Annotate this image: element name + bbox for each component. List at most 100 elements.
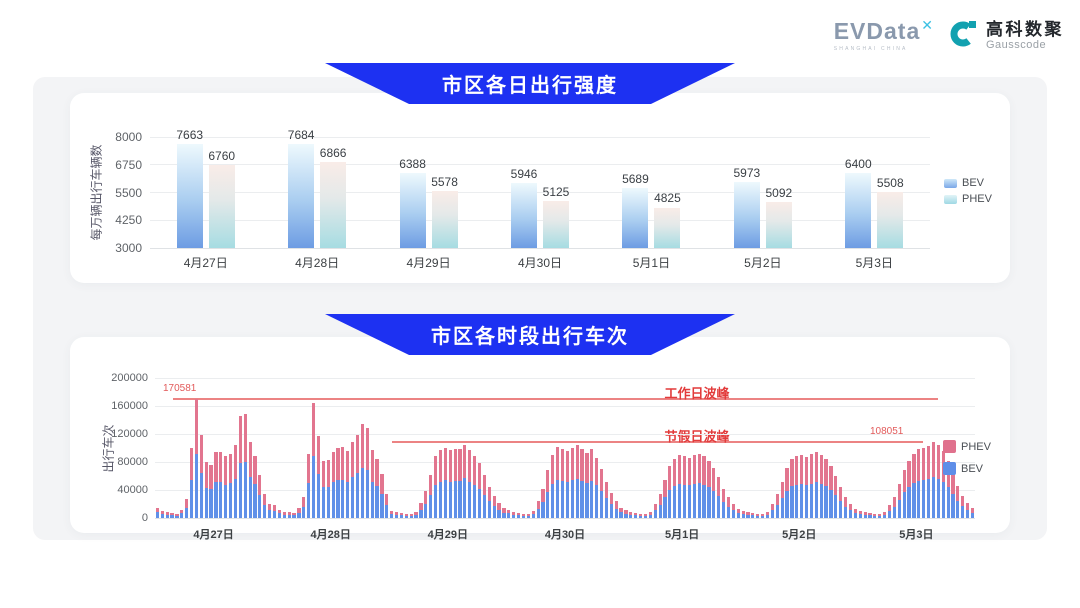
- y-tick-label: 120000: [111, 428, 148, 440]
- stacked-bar-phev: [424, 491, 428, 504]
- gausscode-en-text: Gausscode: [986, 38, 1047, 51]
- stacked-bar-bev: [800, 484, 804, 518]
- stacked-bar-phev: [878, 513, 882, 516]
- phev-legend-label: PHEV: [961, 440, 991, 453]
- stacked-bar-bev: [243, 462, 247, 518]
- stacked-bar-bev: [272, 511, 277, 518]
- hourly-trips-title: 市区各时段出行车次: [431, 326, 629, 348]
- stacked-bar-bev: [829, 490, 833, 518]
- stacked-bar-bev: [926, 479, 931, 518]
- stacked-bar-phev: [502, 508, 506, 513]
- stacked-bar-phev: [648, 511, 652, 515]
- stacked-bar-bev: [365, 469, 369, 518]
- stacked-bar-phev: [926, 445, 931, 480]
- stacked-bar-bev: [502, 512, 506, 518]
- stacked-bar-bev: [229, 483, 233, 518]
- stacked-bar-bev: [292, 515, 296, 518]
- stacked-bar-bev: [409, 515, 413, 518]
- stacked-bar-bev: [233, 478, 238, 518]
- stacked-bar-bev: [951, 493, 955, 518]
- stacked-bar-phev: [448, 450, 452, 482]
- workday-peak-value: 170581: [163, 382, 197, 394]
- stacked-bar-bev: [697, 483, 701, 518]
- legend-item-bev[interactable]: BEV: [944, 177, 992, 189]
- phev-swatch-icon: [943, 440, 956, 453]
- stacked-bar-phev: [848, 504, 853, 511]
- stacked-bar-phev: [824, 459, 828, 487]
- stacked-bar-phev: [165, 512, 169, 515]
- bar-phev: [877, 192, 904, 248]
- stacked-bar-bev: [585, 483, 589, 518]
- stacked-bar-bev: [634, 515, 638, 518]
- stacked-bar-phev: [966, 502, 970, 510]
- x-axis-label: 5月2日: [782, 529, 817, 541]
- bev-legend-label: BEV: [962, 177, 985, 189]
- stacked-bar-bev: [263, 504, 267, 518]
- legend-item-phev[interactable]: PHEV: [943, 440, 991, 453]
- stacked-bar-bev: [668, 489, 672, 518]
- stacked-bar-phev: [160, 511, 164, 515]
- stacked-bar-phev: [717, 477, 721, 496]
- workday-peak-text: 工作日波峰: [664, 385, 730, 401]
- stacked-bar-bev: [629, 515, 633, 518]
- stacked-bar-phev: [419, 502, 423, 510]
- stacked-bar-phev: [614, 501, 618, 509]
- stacked-bar-bev: [277, 513, 281, 518]
- stacked-bar-bev: [458, 480, 462, 518]
- stacked-bar-phev: [721, 488, 726, 503]
- stacked-bar-phev: [936, 445, 940, 479]
- bottom-chart-y-ticks: 0 40000 80000 120000 160000 200000: [100, 372, 148, 524]
- gridline: [155, 461, 975, 463]
- gridline: [155, 405, 975, 407]
- stacked-bar-phev: [858, 511, 862, 515]
- gridline: [155, 433, 975, 435]
- stacked-bar-phev: [590, 448, 594, 481]
- stacked-bar-bev: [282, 514, 286, 518]
- stacked-bar-phev: [516, 513, 521, 516]
- stacked-bar-bev: [687, 485, 691, 518]
- bottom-chart-legend: PHEV BEV: [943, 440, 991, 484]
- stacked-bar-bev: [653, 510, 657, 518]
- stacked-bar-phev: [238, 415, 242, 463]
- legend-item-bev[interactable]: BEV: [943, 462, 991, 475]
- gausscode-logo: 高科数聚 Gausscode: [949, 18, 1064, 53]
- stacked-bar-phev: [575, 445, 579, 479]
- stacked-bar-bev: [385, 504, 389, 518]
- stacked-bar-bev: [663, 497, 667, 518]
- bar-phev: [208, 164, 235, 248]
- stacked-bar-bev: [595, 485, 599, 518]
- bar-value-label: 7684: [287, 128, 315, 143]
- gridline: [155, 517, 975, 519]
- evdata-logo-subtext: SHANGHAI CHINA: [833, 45, 908, 52]
- stacked-bar-phev: [326, 459, 330, 487]
- top-chart-plot-area: 7663 6760 7684 6866 6388 5578 5946 5125 5689 4825…: [150, 128, 930, 249]
- bar-bev: [733, 182, 760, 248]
- legend-item-phev[interactable]: PHEV: [944, 193, 992, 205]
- holiday-peak-line: [392, 441, 923, 444]
- stacked-bar-bev: [224, 484, 228, 518]
- stacked-bar-bev: [912, 483, 916, 518]
- bar-value-label: 5092: [765, 185, 793, 200]
- stacked-bar-phev: [624, 510, 628, 514]
- stacked-bar-phev: [692, 455, 696, 485]
- stacked-bar-phev: [599, 469, 604, 492]
- gridline: [150, 164, 930, 166]
- stacked-bar-bev: [814, 482, 818, 518]
- stacked-bar-bev: [917, 480, 921, 518]
- stacked-bar-bev: [473, 484, 477, 518]
- stacked-bar-bev: [185, 507, 189, 518]
- stacked-bar-bev: [897, 499, 901, 518]
- stacked-bar-bev: [556, 479, 560, 518]
- stacked-bar-phev: [302, 497, 306, 507]
- stacked-bar-bev: [878, 515, 882, 518]
- stacked-bar-bev: [560, 480, 565, 518]
- stacked-bar-bev: [844, 506, 848, 518]
- stacked-bar-phev: [321, 460, 325, 488]
- stacked-bar-phev: [268, 504, 272, 511]
- stacked-bar-phev: [438, 450, 443, 482]
- x-axis-label: 5月3日: [855, 256, 893, 270]
- stacked-bar-bev: [756, 515, 760, 518]
- stacked-bar-bev: [370, 481, 374, 518]
- stacked-bar-bev: [892, 506, 896, 518]
- stacked-bar-phev: [463, 444, 467, 479]
